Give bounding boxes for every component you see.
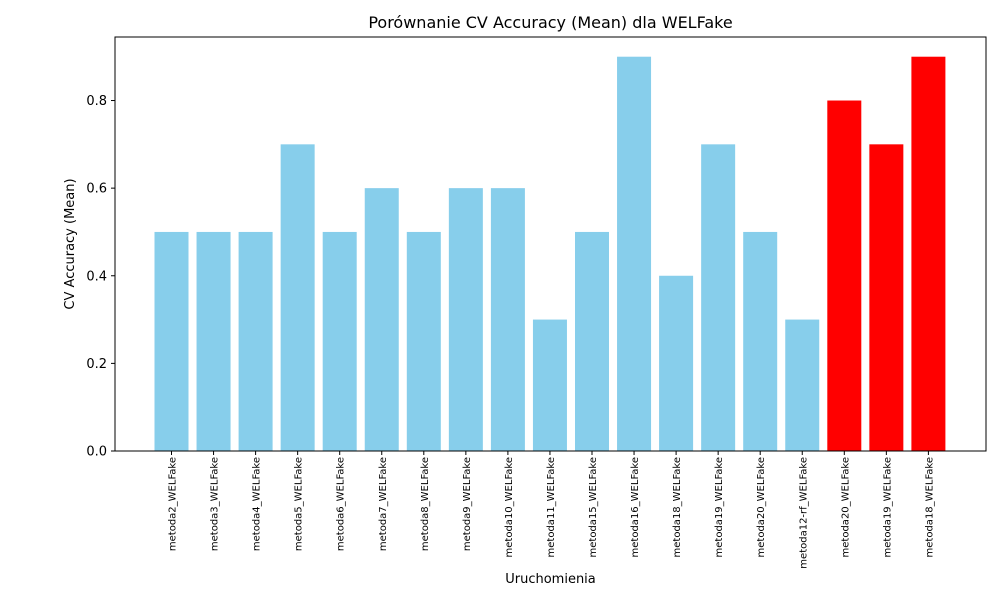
- x-tick-label: metoda12-rf_WELFake: [798, 457, 809, 569]
- bar: [196, 231, 231, 451]
- x-axis: metoda2_WELFake metoda3_WELFake metoda4_WE…: [168, 451, 935, 569]
- bars-layer: [154, 56, 946, 452]
- y-tick-label: 0.8: [86, 94, 107, 109]
- plot-frame: [114, 36, 987, 452]
- x-tick-label: metoda15_WELFake: [588, 457, 599, 557]
- bar: [280, 144, 315, 451]
- x-tick-label: metoda20_WELFake: [756, 457, 767, 557]
- bar: [869, 144, 904, 451]
- x-tick-label: metoda2_WELFake: [168, 457, 179, 551]
- bar: [490, 188, 525, 451]
- y-tick-label: 0.2: [86, 357, 107, 372]
- bar: [406, 231, 441, 451]
- x-tick-label: metoda16_WELFake: [630, 457, 641, 557]
- x-tick-label: metoda10_WELFake: [504, 457, 515, 557]
- y-tick-label: 0.0: [86, 445, 107, 460]
- y-tick-label: 0.6: [86, 182, 107, 197]
- y-tick-label: 0.4: [86, 269, 107, 284]
- bar: [743, 231, 778, 451]
- x-tick-label: metoda7_WELFake: [378, 457, 389, 551]
- x-tick-label: metoda9_WELFake: [462, 457, 473, 551]
- bar: [701, 144, 736, 451]
- bar: [532, 319, 567, 451]
- x-tick-label: metoda11_WELFake: [546, 457, 557, 557]
- bar: [322, 231, 357, 451]
- x-axis-label: Uruchomienia: [505, 572, 596, 587]
- x-tick-label: metoda20_WELFake: [840, 457, 851, 557]
- bar: [364, 188, 399, 451]
- x-tick-label: metoda18_WELFake: [672, 457, 683, 557]
- x-tick-label: metoda18_WELFake: [924, 457, 935, 557]
- bar: [785, 319, 820, 451]
- bar: [617, 56, 652, 452]
- bar: [238, 231, 273, 451]
- bar: [827, 100, 862, 452]
- y-axis-label: CV Accuracy (Mean): [63, 178, 78, 309]
- bar: [911, 56, 946, 452]
- bar: [448, 188, 483, 451]
- bar: [659, 275, 694, 451]
- x-tick-label: metoda4_WELFake: [252, 457, 263, 551]
- x-tick-label: metoda6_WELFake: [336, 457, 347, 551]
- x-tick-label: metoda19_WELFake: [882, 457, 893, 557]
- y-axis: 0.0 0.2 0.4 0.6 0.8: [86, 94, 115, 460]
- chart-title: Porównanie CV Accuracy (Mean) dla WELFak…: [368, 13, 732, 32]
- x-tick-label: metoda3_WELFake: [210, 457, 221, 551]
- x-tick-label: metoda19_WELFake: [714, 457, 725, 557]
- x-tick-label: metoda8_WELFake: [420, 457, 431, 551]
- x-tick-label: metoda5_WELFake: [294, 457, 305, 551]
- bar: [154, 231, 189, 451]
- bar: [575, 231, 609, 451]
